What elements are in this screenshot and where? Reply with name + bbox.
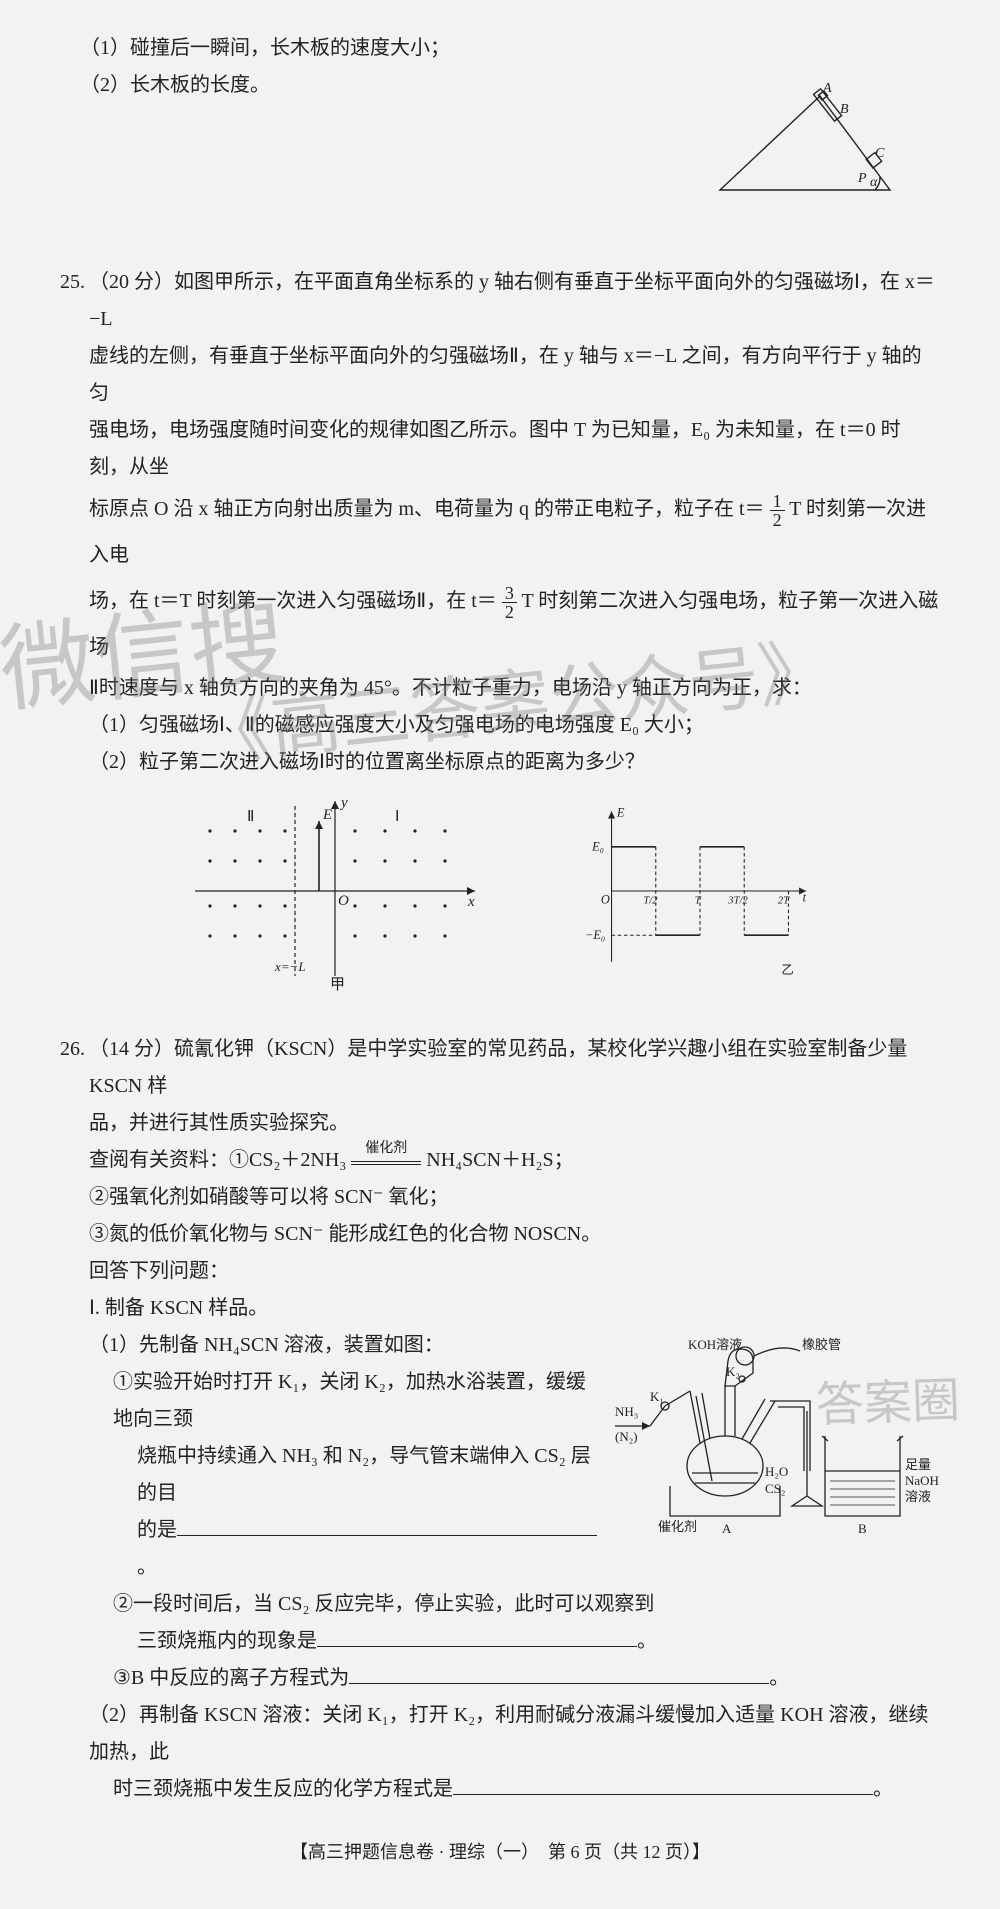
q26-p1-3-pre: ③B 中反应的离子方程式为 [113, 1667, 349, 1689]
q26-intro1: （14 分）硫氰化钾（KSCN）是中学实验室的常见药品，某校化学兴趣小组在实验室… [89, 1031, 940, 1105]
q25-line1: （20 分）如图甲所示，在平面直角坐标系的 y 轴右侧有垂直于坐标平面向外的匀强… [89, 264, 940, 338]
app-nh3: NH₃ [615, 1404, 638, 1419]
app-h2o: H₂O [765, 1464, 788, 1479]
q24-incline-diagram: A B C P α [710, 80, 910, 200]
app-naoh1: 足量 [905, 1457, 931, 1472]
q26-intro1-text: 硫氰化钾（KSCN）是中学实验室的常见药品，某校化学兴趣小组在实验室制备少量 K… [89, 1038, 907, 1097]
q26-part-I: Ⅰ. 制备 KSCN 样品。 [89, 1290, 940, 1327]
label-C: C [875, 146, 885, 161]
q25-line6: Ⅱ时速度与 x 轴负方向的夹角为 45°。不计粒子重力，电场沿 y 轴正方向为正… [89, 670, 940, 707]
q25-line3: 强电场，电场强度随时间变化的规律如图乙所示。图中 T 为已知量，E₀ 为未知量，… [89, 412, 940, 486]
fig-yi-E: E [616, 806, 625, 820]
blank-4 [453, 1773, 873, 1795]
q26-p1-2b: 三颈烧瓶内的现象是 。 [89, 1623, 940, 1660]
q26-answer-hdr: 回答下列问题： [89, 1253, 940, 1290]
fig-yi-t1: T [695, 895, 702, 906]
fig-yi-t2: 3T/2 [727, 895, 748, 906]
fig-yi-E0: E₀ [591, 839, 604, 853]
fig-yi-t0: T/2 [643, 895, 658, 906]
app-n2: (N₂) [615, 1429, 638, 1444]
q26-p2b: 时三颈烧瓶中发生反应的化学方程式是 。 [89, 1771, 940, 1808]
app-naoh3: 溶液 [905, 1489, 931, 1504]
fig-jia-xline: x=−L [274, 959, 306, 974]
blank-3 [349, 1662, 769, 1684]
q26-ref1-cat: 催化剂 [351, 1136, 421, 1162]
page-footer: 【高三押题信息卷 · 理综（一） 第 6 页（共 12 页）】 [60, 1836, 940, 1869]
app-rubber: 橡胶管 [802, 1337, 841, 1352]
fig-jia-I: Ⅰ [395, 809, 399, 825]
fig-jia-E: E [322, 807, 332, 823]
q26-ref-hdr: 查阅有关资料： [89, 1149, 229, 1171]
app-k1: K₁ [650, 1389, 664, 1404]
blank-1 [177, 1514, 597, 1536]
q25-sub1: （1）匀强磁场Ⅰ、Ⅱ的磁感应强度大小及匀强电场的电场强度 E₀ 大小； [89, 707, 940, 744]
app-naoh2: NaOH [905, 1473, 939, 1488]
q25-frac2-num: 3 [502, 584, 517, 603]
fig-jia-caption: 甲 [330, 977, 345, 991]
q25-points: （20 分） [89, 271, 174, 293]
app-koh: KOH溶液 [688, 1337, 742, 1352]
q25-frac1-den: 2 [770, 511, 785, 529]
q26-p1-3-post: 。 [769, 1667, 789, 1689]
q26-p1-1c-pre: 的是 [137, 1519, 177, 1541]
fig-yi-t3: 2T [778, 895, 790, 906]
q25-line4-pre: 标原点 O 沿 x 轴正方向射出质量为 m、电荷量为 q 的带正电粒子，粒子在 … [89, 498, 765, 520]
app-B: B [858, 1521, 867, 1536]
q26-ref2: ②强氧化剂如硝酸等可以将 SCN⁻ 氧化； [89, 1179, 940, 1216]
q26-p1-1c-post: 。 [137, 1556, 157, 1578]
q26-p1-3: ③B 中反应的离子方程式为 。 [89, 1660, 940, 1697]
fig-yi-caption: 乙 [781, 963, 793, 977]
label-P: P [857, 171, 867, 186]
q25-sub2: （2）粒子第二次进入磁场Ⅰ时的位置离坐标原点的距离为多少？ [89, 744, 940, 781]
q25-text-0: 如图甲所示，在平面直角坐标系的 y 轴右侧有垂直于坐标平面向外的匀强磁场Ⅰ，在 … [89, 271, 935, 330]
q25-frac1-num: 1 [770, 492, 785, 511]
label-alpha: α [870, 175, 878, 190]
q25-number: 25. [60, 264, 85, 301]
q24-sub1: （1）碰撞后一瞬间，长木板的速度大小； [60, 30, 940, 67]
label-B: B [840, 102, 849, 117]
q26-p2a: （2）再制备 KSCN 溶液：关闭 K₁，打开 K₂，利用耐碱分液漏斗缓慢加入适… [89, 1697, 940, 1771]
fig-yi-mE0: −E₀ [585, 928, 605, 942]
app-cs2: CS₂ [765, 1481, 785, 1496]
app-k2: K₂ [726, 1364, 740, 1379]
fig-yi-t: t [803, 891, 807, 905]
q25-frac2: 32 [502, 584, 517, 621]
q25-line4: 标原点 O 沿 x 轴正方向射出质量为 m、电荷量为 q 的带正电粒子，粒子在 … [89, 486, 940, 578]
label-A: A [822, 81, 832, 96]
app-catalyst: 催化剂 [658, 1519, 697, 1534]
blank-2 [317, 1625, 637, 1647]
q26-ref1-pre: ①CS₂＋2NH₃ [229, 1149, 346, 1171]
fig-yi-O: O [601, 892, 610, 906]
q26-p1-2b-pre: 三颈烧瓶内的现象是 [137, 1630, 317, 1652]
q25-fig-yi: E E₀ −E₀ O t T/2 T 3T/2 2T 乙 [585, 791, 815, 991]
q26-p1-2b-post: 。 [637, 1630, 657, 1652]
q25-line5-pre: 场，在 t＝T 时刻第一次进入匀强磁场Ⅱ，在 t＝ [89, 590, 497, 612]
q26-ref3: ③氮的低价氧化物与 SCN⁻ 能形成红色的化合物 NOSCN。 [89, 1216, 940, 1253]
q26-p2b-pre: 时三颈烧瓶中发生反应的化学方程式是 [113, 1778, 453, 1800]
q26-ref1: 查阅有关资料：①CS₂＋2NH₃ 催化剂 NH₄SCN＋H₂S； [89, 1142, 940, 1179]
q26-ref1-post: NH₄SCN＋H₂S； [426, 1149, 573, 1171]
q26-points: （14 分） [89, 1038, 174, 1060]
q25-line5: 场，在 t＝T 时刻第一次进入匀强磁场Ⅱ，在 t＝ 32 T 时刻第二次进入匀强… [89, 578, 940, 670]
q26-apparatus: KOH溶液 橡胶管 K₂ NH₃ (N₂) K₁ 催化剂 H₂O CS₂ A B… [610, 1331, 940, 1554]
q26-number: 26. [60, 1031, 85, 1068]
fig-jia-O: O [338, 893, 349, 909]
q26-intro2: 品，并进行其性质实验探究。 [89, 1105, 940, 1142]
q25-frac1: 12 [770, 492, 785, 529]
fig-jia-x: x [467, 894, 475, 910]
q26-p2b-post: 。 [873, 1778, 893, 1800]
fig-jia-II: Ⅱ [247, 809, 254, 825]
fig-jia-y: y [339, 795, 348, 811]
q26-p1-2a: ②一段时间后，当 CS₂ 反应完毕，停止实验，此时可以观察到 [89, 1586, 940, 1623]
q25-frac2-den: 2 [502, 603, 517, 621]
q25-line2: 虚线的左侧，有垂直于坐标平面向外的匀强磁场Ⅱ，在 y 轴与 x＝−L 之间，有方… [89, 338, 940, 412]
app-A: A [722, 1521, 732, 1536]
q25-fig-jia: Ⅱ Ⅰ E y x O x=−L 甲 [185, 791, 485, 991]
